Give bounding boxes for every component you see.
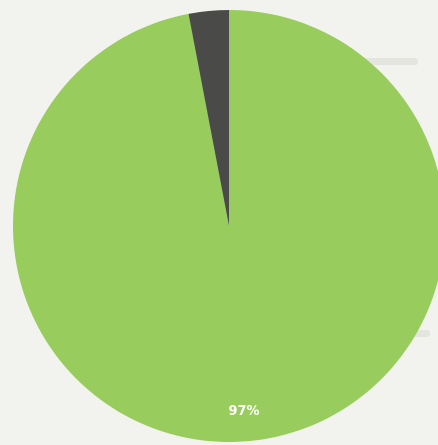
pie-slice-label: 97%: [228, 404, 259, 419]
pie-slice-2: [188, 10, 229, 226]
pie-slice-1: [13, 10, 438, 442]
